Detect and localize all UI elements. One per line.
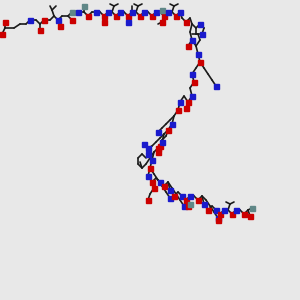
Bar [58, 23, 62, 28]
Bar [101, 20, 106, 25]
Bar [197, 59, 202, 64]
Bar [206, 208, 211, 212]
Bar [185, 44, 190, 49]
Bar [2, 20, 8, 25]
Bar [215, 215, 220, 220]
Bar [130, 10, 134, 14]
Bar [94, 10, 98, 14]
Bar [218, 212, 223, 217]
Bar [202, 202, 206, 206]
Bar [146, 173, 151, 178]
Bar [214, 208, 218, 212]
Bar [215, 218, 220, 223]
Bar [158, 143, 163, 148]
Bar [172, 194, 176, 199]
Bar [196, 197, 200, 202]
Bar [41, 17, 46, 22]
Bar [230, 212, 235, 217]
Bar [38, 28, 43, 32]
Bar [85, 14, 91, 19]
Bar [178, 100, 182, 104]
Bar [118, 10, 122, 14]
Bar [233, 208, 238, 212]
Bar [248, 214, 253, 218]
Bar [166, 10, 170, 14]
Bar [167, 196, 172, 200]
Bar [166, 128, 170, 133]
Bar [250, 206, 254, 211]
Bar [196, 52, 200, 56]
Bar [178, 10, 182, 14]
Bar [161, 184, 166, 188]
Bar [154, 10, 158, 14]
Bar [182, 203, 187, 208]
Bar [146, 152, 151, 157]
Bar [113, 14, 119, 19]
Bar [242, 212, 247, 217]
Bar [142, 10, 146, 14]
Bar [152, 185, 157, 190]
Bar [185, 100, 190, 104]
Bar [149, 158, 154, 163]
Bar [184, 197, 188, 202]
Bar [148, 166, 152, 170]
Bar [158, 179, 163, 184]
Bar [188, 194, 193, 199]
Bar [76, 10, 80, 14]
Bar [214, 83, 218, 88]
Bar [185, 203, 190, 208]
Bar [190, 71, 194, 76]
Bar [167, 188, 172, 193]
Bar [179, 194, 184, 199]
Bar [146, 146, 151, 151]
Bar [176, 107, 181, 112]
Bar [155, 149, 160, 154]
Bar [125, 20, 130, 25]
Bar [146, 197, 151, 202]
Bar [155, 146, 160, 151]
Bar [184, 20, 188, 25]
Bar [173, 14, 178, 19]
Bar [160, 20, 164, 25]
Bar [184, 106, 188, 110]
Bar [190, 38, 194, 43]
Bar [160, 140, 164, 145]
Bar [188, 202, 193, 206]
Bar [155, 130, 160, 134]
Bar [149, 14, 154, 19]
Bar [169, 122, 175, 127]
Bar [28, 17, 32, 22]
Bar [70, 17, 74, 22]
Bar [0, 32, 4, 37]
Bar [190, 94, 194, 98]
Bar [161, 14, 166, 19]
Bar [142, 142, 146, 146]
Bar [137, 14, 142, 19]
Bar [125, 14, 130, 19]
Bar [82, 4, 86, 8]
Bar [101, 14, 106, 19]
Bar [106, 10, 110, 14]
Bar [56, 17, 61, 22]
Bar [160, 8, 164, 13]
Bar [197, 22, 202, 26]
Bar [70, 10, 74, 14]
Bar [191, 80, 196, 85]
Bar [149, 179, 154, 184]
Bar [221, 208, 226, 212]
Bar [200, 32, 205, 37]
